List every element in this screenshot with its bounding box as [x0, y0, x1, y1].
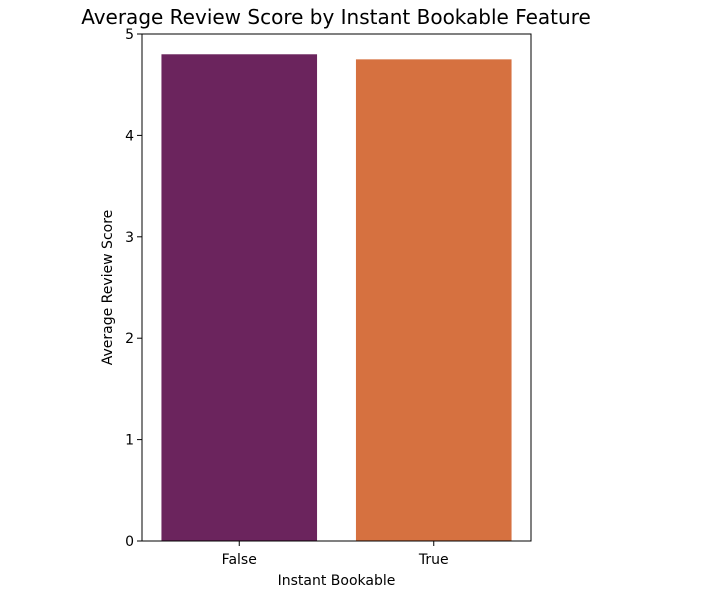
y-axis-label: Average Review Score	[100, 210, 116, 366]
y-tick-label: 0	[125, 534, 134, 550]
plot-frame	[141, 33, 532, 542]
bars-layer	[161, 54, 512, 541]
y-tick-label: 1	[125, 433, 134, 449]
y-tick-label: 5	[125, 27, 134, 43]
x-tick-label: True	[418, 552, 449, 568]
y-axis-ticks: 0 1 2 3 4 5	[125, 27, 142, 550]
y-tick-label: 4	[125, 128, 134, 144]
x-axis-label: Instant Bookable	[278, 573, 396, 589]
x-axis-ticks: False True	[222, 541, 449, 568]
bar-true	[355, 59, 512, 541]
x-tick-label: False	[222, 552, 257, 568]
bar-false	[161, 54, 318, 541]
y-tick-label: 3	[125, 230, 134, 246]
chart-title: Average Review Score by Instant Bookable…	[81, 5, 591, 29]
y-tick-label: 2	[125, 331, 134, 347]
